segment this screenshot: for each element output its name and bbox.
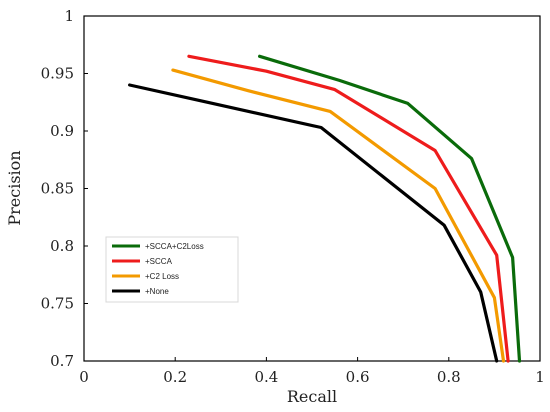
y-tick-label: 0.85 — [41, 180, 74, 198]
legend-label: +SCCA+C2Loss — [145, 242, 204, 251]
ticks-layer: 0 0.2 0.4 0.6 0.8 1 0.7 0.75 0.8 0.85 0.9 0.95 1 — [41, 7, 545, 386]
y-tick-label: 1 — [64, 7, 74, 25]
x-tick-label: 0.2 — [163, 368, 187, 386]
series-layer — [128, 54, 522, 363]
y-tick-label: 0.8 — [50, 237, 74, 255]
series-line-2 — [187, 54, 510, 363]
x-tick-label: 1 — [535, 368, 545, 386]
y-tick-label: 0.7 — [50, 352, 74, 370]
x-tick-label: 0.6 — [346, 368, 370, 386]
legend: +SCCA+C2Loss +SCCA +C2 Loss +None — [105, 236, 239, 303]
legend-label: +C2 Loss — [145, 272, 179, 281]
plot-frame — [83, 15, 541, 362]
series-line-4 — [128, 83, 499, 363]
legend-label: +None — [145, 287, 169, 296]
x-tick-label: 0.8 — [437, 368, 461, 386]
y-tick-label: 0.75 — [41, 295, 74, 313]
y-axis-label: Precision — [5, 150, 24, 225]
x-tick-label: 0 — [79, 368, 89, 386]
x-axis-label: Recall — [287, 387, 337, 406]
y-tick-label: 0.95 — [41, 65, 74, 83]
x-tick-label: 0.4 — [254, 368, 278, 386]
series-line-1 — [258, 54, 522, 363]
y-tick-label: 0.9 — [50, 122, 74, 140]
legend-label: +SCCA — [145, 257, 173, 266]
series-line-3 — [171, 68, 506, 363]
